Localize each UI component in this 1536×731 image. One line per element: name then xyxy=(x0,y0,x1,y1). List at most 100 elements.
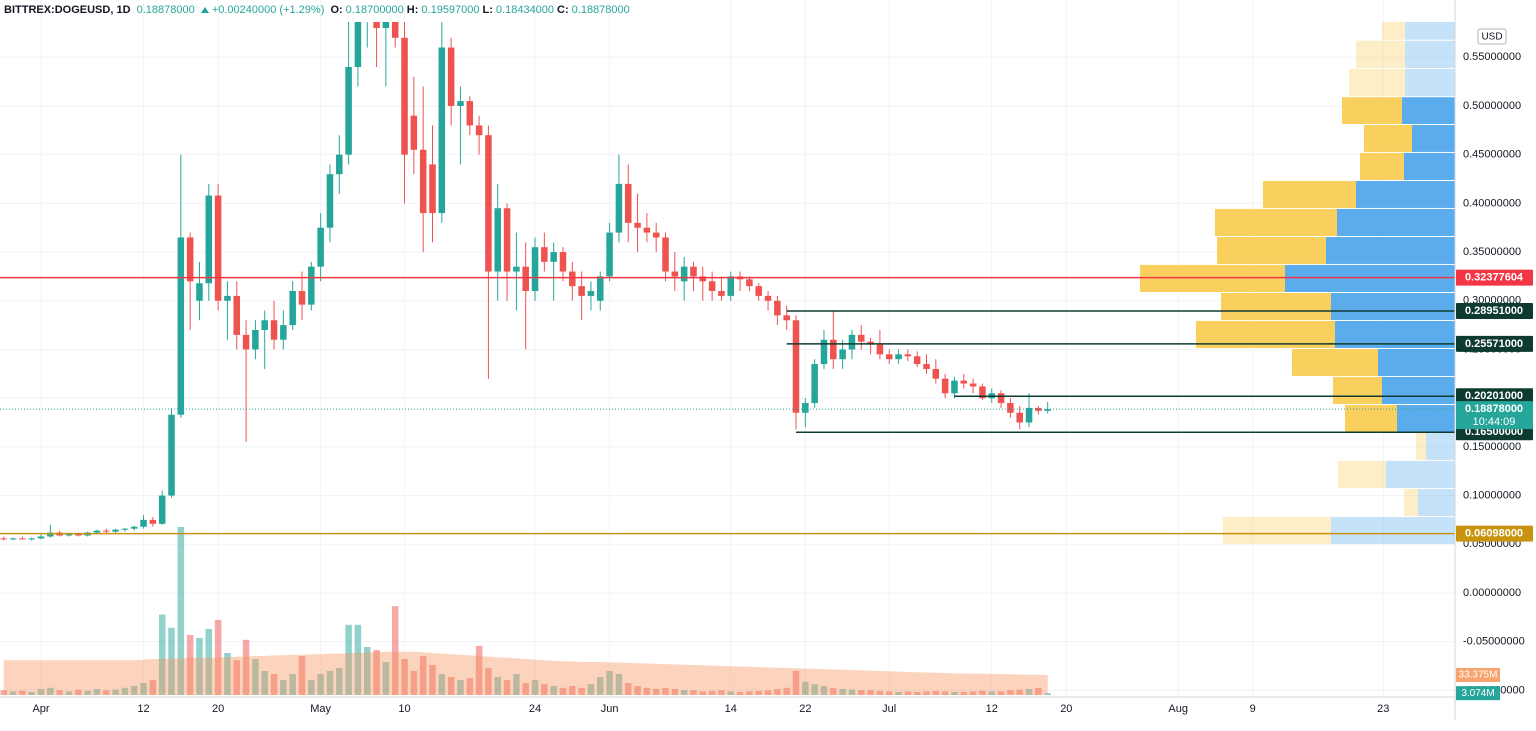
candle-body xyxy=(503,208,511,272)
ohlc-key: L: xyxy=(482,4,493,16)
profile-down xyxy=(1412,124,1455,152)
level-badge xyxy=(1456,269,1533,286)
x-tick-label: Jul xyxy=(882,703,896,715)
volume-bar xyxy=(261,671,268,695)
last-price-label: 0.18878000 xyxy=(1465,403,1523,415)
y-tick-label: 0.10000000 xyxy=(1463,489,1521,501)
candle-body xyxy=(802,403,809,413)
profile-up xyxy=(1404,488,1418,517)
volume-bar xyxy=(410,671,418,695)
profile-up xyxy=(1221,293,1331,320)
volume-bar xyxy=(317,674,324,695)
volume-bar xyxy=(736,692,744,695)
volume-bar xyxy=(1044,693,1051,695)
countdown: 10:44:09 xyxy=(1473,416,1516,428)
volume-bar xyxy=(923,691,930,695)
candle-body xyxy=(289,291,296,326)
candle-body xyxy=(326,174,334,228)
candle-body xyxy=(839,349,846,360)
volume-bar xyxy=(727,691,735,695)
volume xyxy=(0,527,1051,695)
profile-up xyxy=(1140,264,1285,292)
x-tick-label: 22 xyxy=(799,703,811,715)
candle-body xyxy=(1025,407,1033,423)
candle-body xyxy=(270,320,278,340)
candle-body xyxy=(783,315,790,321)
ohlc-value: 0.18700000 xyxy=(345,4,404,16)
candle-body xyxy=(867,341,874,345)
candle-body xyxy=(494,208,502,272)
candle-body xyxy=(447,47,455,106)
volume-bar xyxy=(93,689,101,695)
candle-body xyxy=(93,530,101,533)
candle-body xyxy=(951,380,958,394)
volume-bar xyxy=(28,692,35,695)
candle-body xyxy=(457,101,464,106)
profile-up xyxy=(1217,236,1326,264)
candle-body xyxy=(569,271,576,287)
ohlc-value: 0.19597000 xyxy=(421,4,480,16)
profile-down xyxy=(1405,68,1455,97)
x-tick-label: 23 xyxy=(1377,703,1389,715)
volume-bar xyxy=(447,677,455,695)
volume-bar xyxy=(718,690,725,695)
volume-bar xyxy=(643,687,651,695)
volume-bar xyxy=(429,665,436,695)
candle-body xyxy=(1044,409,1051,411)
candle-body xyxy=(885,354,893,360)
candle-body xyxy=(662,237,669,272)
candle-body xyxy=(690,266,697,277)
candle-body xyxy=(522,266,529,292)
last-price: 0.18878000 xyxy=(136,4,195,16)
candle-body xyxy=(513,266,520,272)
y-tick-label: -0.05000000 xyxy=(1463,636,1525,648)
profile-down xyxy=(1418,488,1455,517)
candle-body xyxy=(904,354,912,357)
profile-up xyxy=(1364,124,1412,152)
candle-body xyxy=(811,364,818,404)
volume-ma-badge xyxy=(1456,667,1500,682)
volume-bar xyxy=(997,691,1005,695)
level-badge xyxy=(1456,388,1533,405)
volume-bar xyxy=(774,689,781,695)
volume-bar xyxy=(680,690,688,695)
volume-bar xyxy=(224,653,231,695)
x-tick-label: 24 xyxy=(529,703,541,715)
profile-down xyxy=(1331,293,1455,320)
profile-up xyxy=(1292,349,1378,376)
currency-box xyxy=(1477,28,1507,45)
candle-body xyxy=(597,276,604,301)
volume-bar xyxy=(569,686,576,695)
volume-bar xyxy=(857,690,865,695)
candle-body xyxy=(466,101,474,126)
volume-bar xyxy=(214,620,222,695)
candle-body xyxy=(233,295,241,335)
profile-up xyxy=(1223,517,1331,544)
candle-body xyxy=(848,334,856,350)
volume-bar xyxy=(75,689,82,695)
volume-bar xyxy=(522,683,529,695)
candle-body xyxy=(624,183,632,223)
volume-bar xyxy=(513,674,520,695)
level-badge xyxy=(1456,525,1533,542)
y-tick-label: 0.50000000 xyxy=(1463,100,1521,112)
candle-body xyxy=(102,530,110,532)
candle-body xyxy=(382,22,390,29)
candle-body xyxy=(764,295,772,301)
candle-body xyxy=(47,532,54,537)
volume-bar xyxy=(363,647,371,695)
volume-bar xyxy=(326,671,334,695)
volume-bar xyxy=(792,671,800,695)
profile-down xyxy=(1405,40,1455,68)
volume-bar xyxy=(550,686,557,695)
volume-bar xyxy=(867,690,874,695)
candle-body xyxy=(177,237,185,415)
y-tick-label: 0.55000000 xyxy=(1463,51,1521,63)
candle-body xyxy=(997,393,1005,404)
profile-down xyxy=(1337,208,1455,236)
profile-down xyxy=(1426,432,1455,460)
volume-bar xyxy=(270,674,278,695)
volume-bar xyxy=(652,689,660,695)
volume-bar xyxy=(1025,689,1033,695)
